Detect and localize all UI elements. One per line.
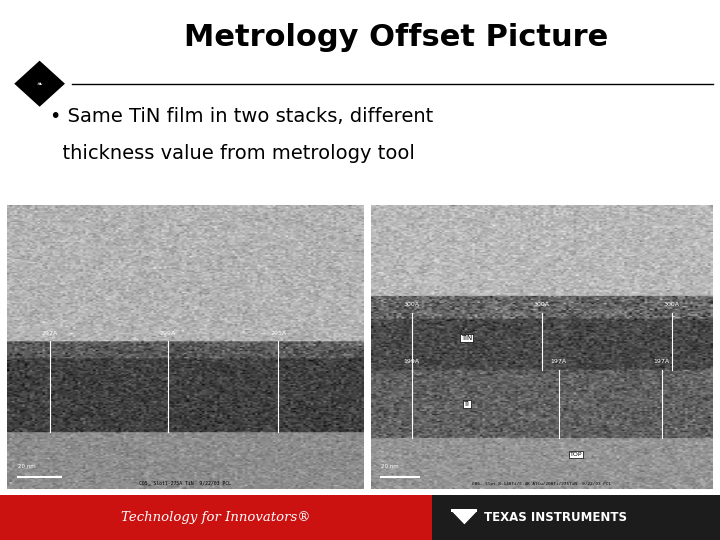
Polygon shape — [451, 511, 477, 524]
Bar — [432, 495, 720, 540]
Text: thickness value from metrology tool: thickness value from metrology tool — [50, 144, 415, 164]
Text: Technology for Innovators®: Technology for Innovators® — [121, 511, 311, 524]
Text: • Same TiN film in two stacks, different: • Same TiN film in two stacks, different — [50, 106, 433, 126]
Text: ❧: ❧ — [37, 80, 42, 87]
Bar — [0, 495, 432, 540]
Bar — [451, 509, 477, 512]
Polygon shape — [14, 60, 65, 107]
Text: Metrology Offset Picture: Metrology Offset Picture — [184, 23, 608, 52]
Text: TEXAS INSTRUMENTS: TEXAS INSTRUMENTS — [484, 511, 627, 524]
